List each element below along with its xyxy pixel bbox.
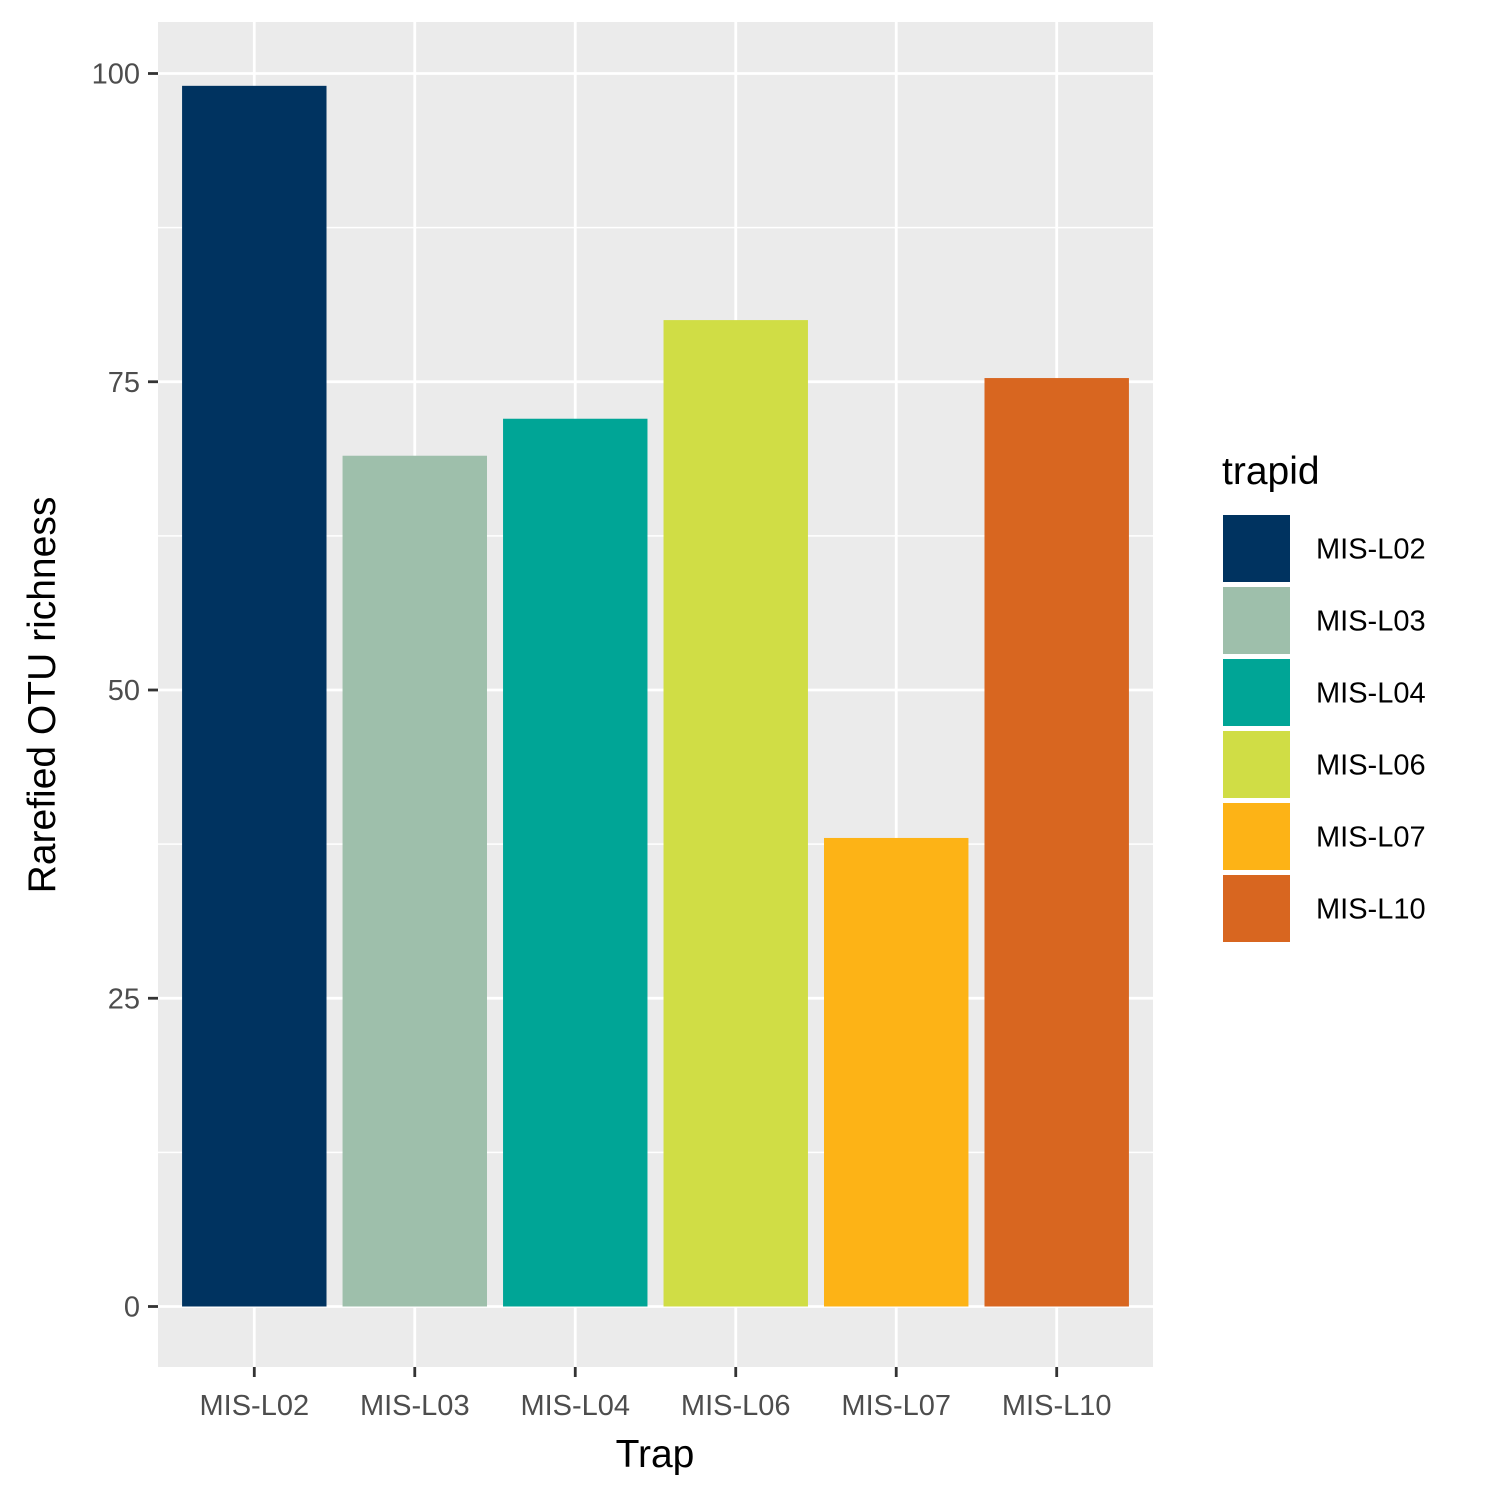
legend-label-mis-l04: MIS-L04: [1316, 678, 1426, 710]
y-tick-label-3: 75: [108, 367, 140, 399]
legend-key-mis-l06: [1221, 729, 1292, 800]
x-tick-label-5: MIS-L10: [1002, 1390, 1112, 1422]
legend-key-mis-l07: [1221, 801, 1292, 872]
y-axis-title: Rarefied OTU richness: [21, 497, 64, 894]
x-axis-title: Trap: [616, 1433, 695, 1476]
bar-mis-l07: [824, 837, 969, 1307]
x-tick-label-2: MIS-L04: [520, 1390, 630, 1422]
x-tick-label-3: MIS-L06: [681, 1390, 791, 1422]
bar-mis-l10: [984, 378, 1129, 1307]
x-tick-label-1: MIS-L03: [360, 1390, 470, 1422]
legend-title: trapid: [1222, 450, 1320, 493]
y-tick-label-2: 50: [108, 675, 140, 707]
x-tick-label-4: MIS-L07: [841, 1390, 951, 1422]
bar-mis-l02: [182, 85, 327, 1307]
bar-mis-l04: [503, 418, 648, 1307]
y-tick-label-0: 0: [124, 1292, 140, 1324]
bars: [182, 85, 1129, 1307]
bar-mis-l03: [342, 455, 487, 1307]
legend: trapid MIS-L02 MIS-L03 MIS-L04 MIS-L06 MIS-L…: [1221, 450, 1426, 944]
y-tick-label-4: 100: [92, 59, 140, 91]
legend-label-mis-l10: MIS-L10: [1316, 894, 1426, 926]
legend-label-mis-l06: MIS-L06: [1316, 750, 1426, 782]
y-axis: 0 25 50 75 100: [92, 59, 158, 1324]
y-tick-label-1: 25: [108, 983, 140, 1015]
bar-mis-l06: [663, 320, 808, 1307]
legend-key-mis-l03: [1221, 585, 1292, 656]
legend-key-mis-l04: [1221, 657, 1292, 728]
legend-label-mis-l03: MIS-L03: [1316, 606, 1426, 638]
x-axis: MIS-L02 MIS-L03 MIS-L04 MIS-L06 MIS-L07 MIS-L…: [199, 1367, 1112, 1422]
x-tick-label-0: MIS-L02: [199, 1390, 309, 1422]
legend-key-mis-l02: [1221, 513, 1292, 584]
legend-key-mis-l10: [1221, 873, 1292, 944]
legend-label-mis-l02: MIS-L02: [1316, 534, 1426, 566]
legend-label-mis-l07: MIS-L07: [1316, 822, 1426, 854]
